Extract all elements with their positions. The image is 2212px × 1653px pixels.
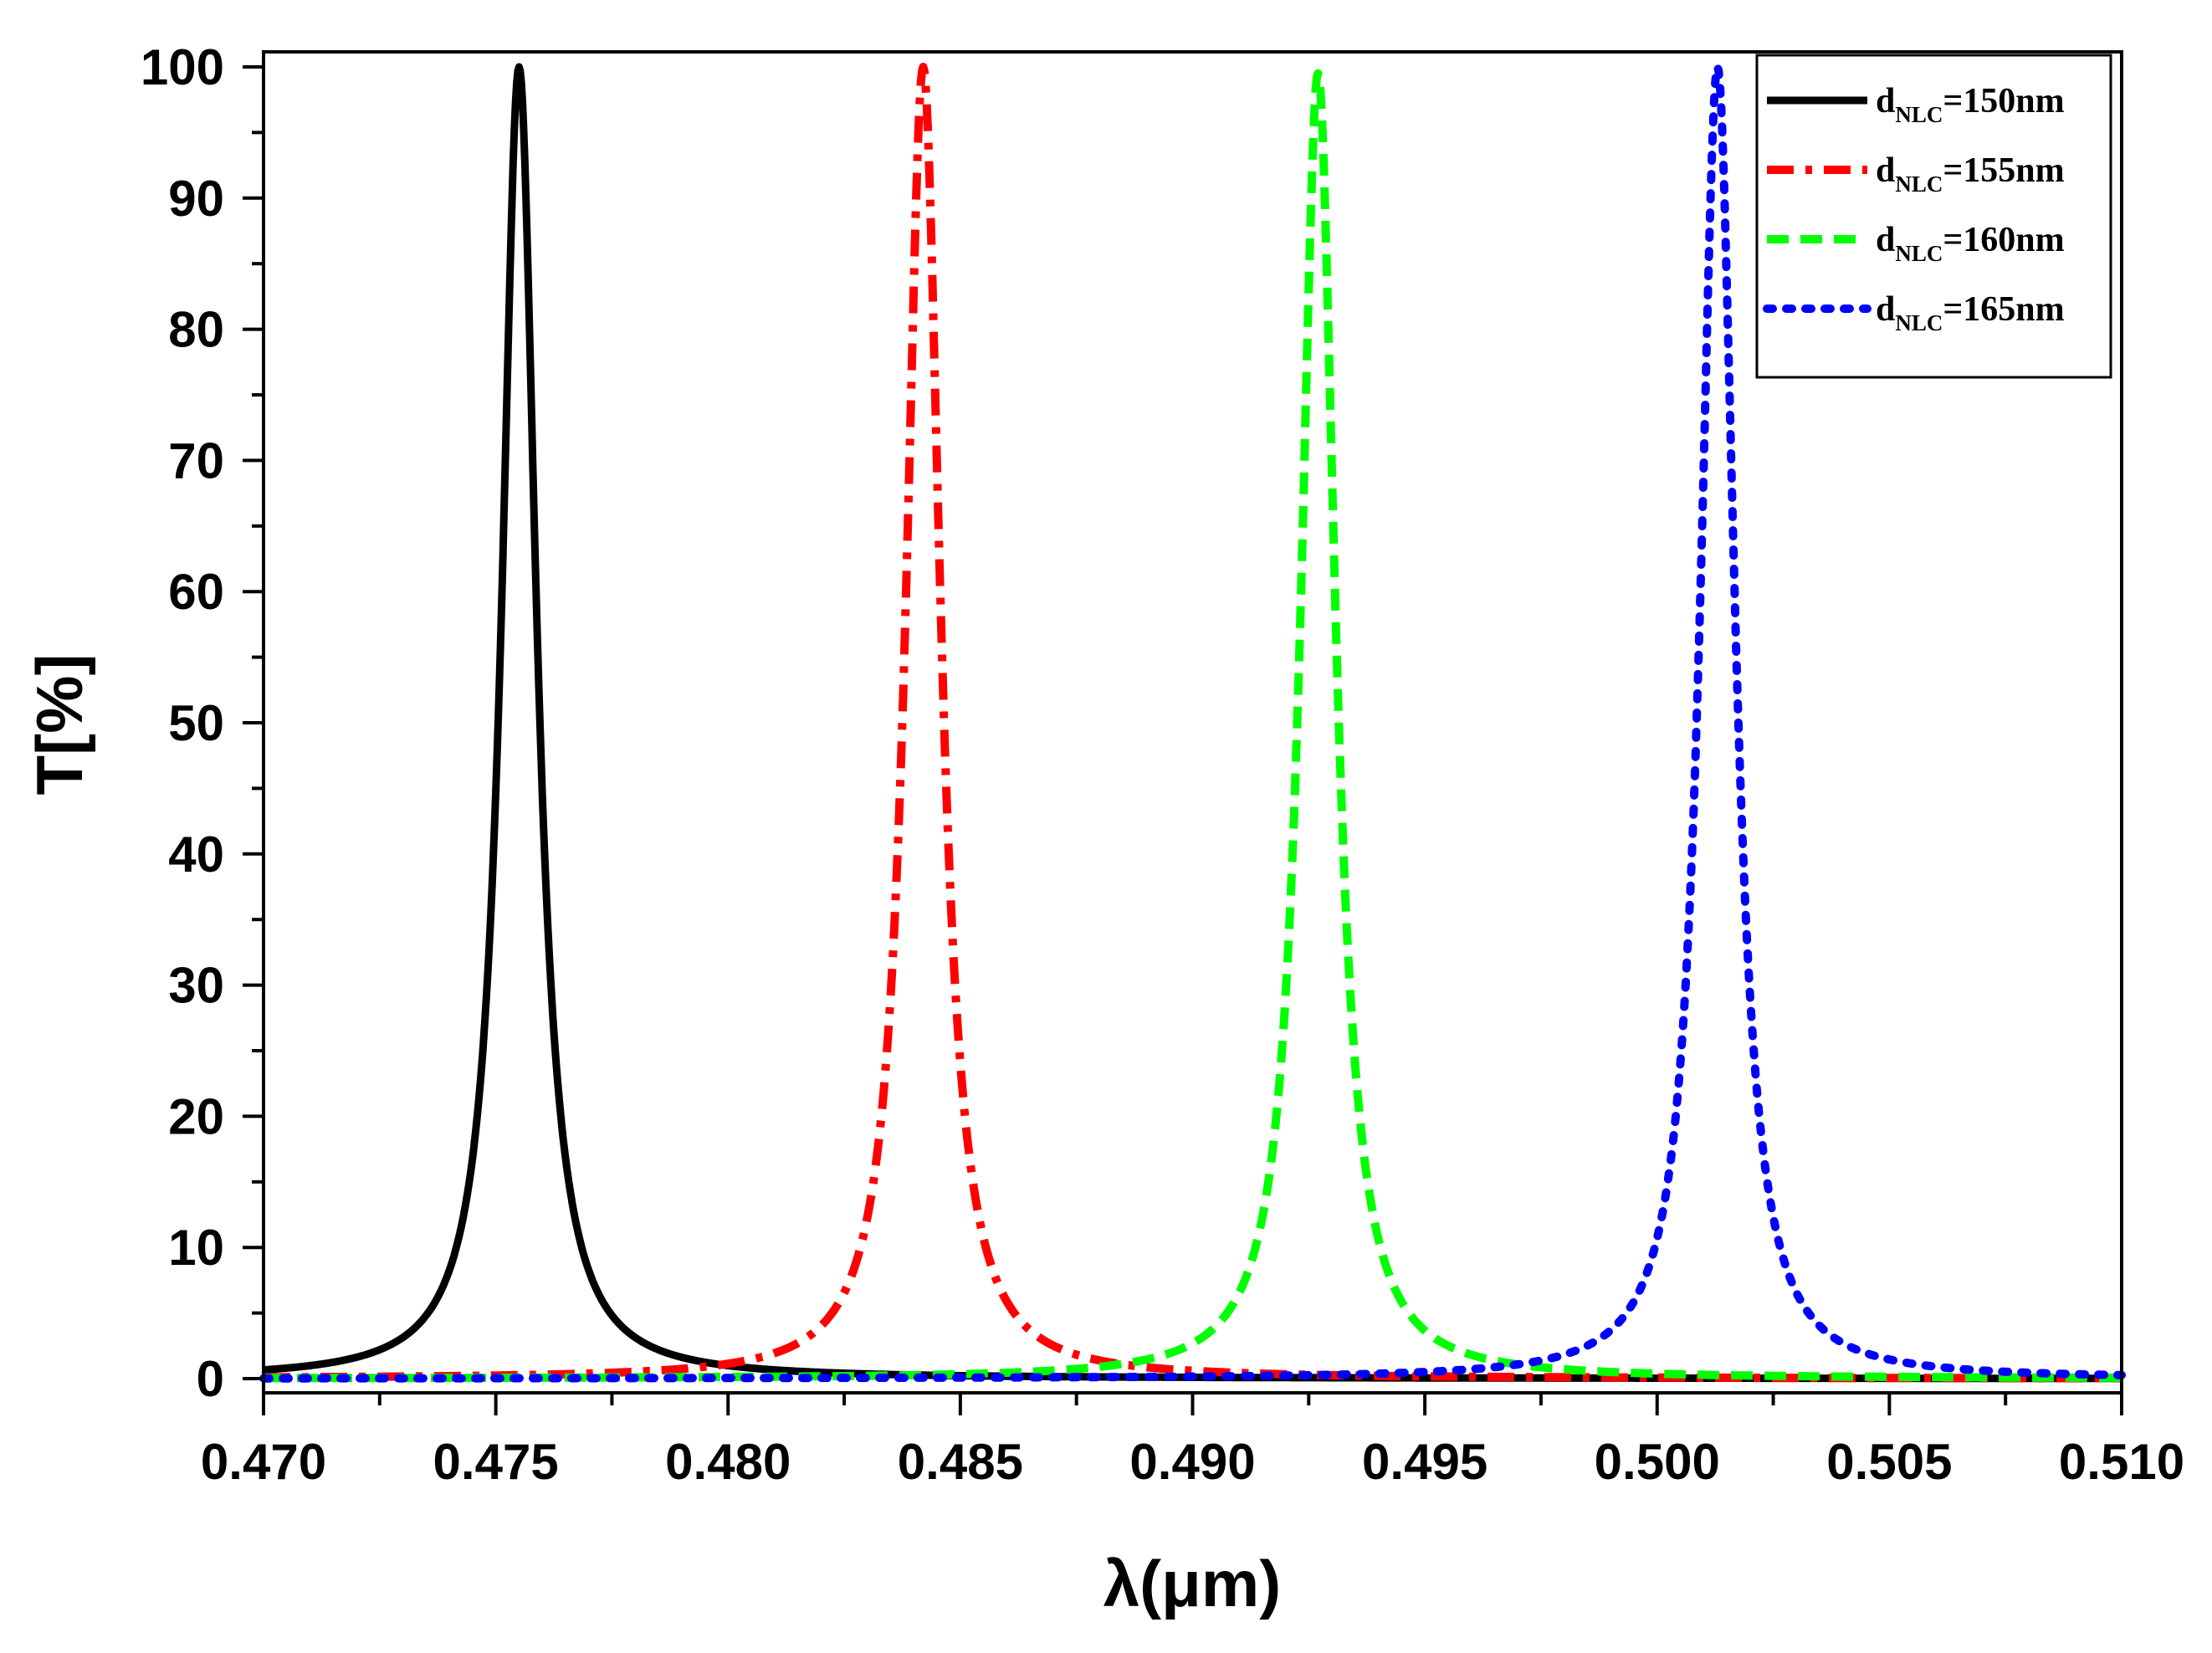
x-axis-title: λ(μm) <box>1103 1547 1281 1620</box>
x-tick-label: 0.490 <box>1129 1434 1255 1490</box>
legend-label-1: dNLC=150nm <box>1876 82 2065 127</box>
y-tick-label: 40 <box>168 826 224 883</box>
y-tick-label: 90 <box>168 171 224 227</box>
legend-label-2: dNLC=155nm <box>1876 151 2065 197</box>
x-tick-label: 0.485 <box>898 1434 1023 1490</box>
y-tick-label: 100 <box>141 39 224 95</box>
tick-layer: 0.470 0.475 0.480 0.485 0.490 0.495 0.500 0.505… <box>141 39 2184 1490</box>
legend-label-4: dNLC=165nm <box>1876 290 2065 335</box>
series-layer <box>259 63 2126 1383</box>
x-tick-label: 0.480 <box>665 1434 791 1490</box>
x-tick-label: 0.505 <box>1826 1434 1952 1490</box>
x-tick-label: 0.475 <box>433 1434 559 1490</box>
series-line-4 <box>259 63 2126 1383</box>
y-axis-title: T[%] <box>23 654 96 796</box>
x-tick-label: 0.495 <box>1362 1434 1487 1490</box>
y-tick-label: 50 <box>168 695 224 751</box>
y-tick-label: 10 <box>168 1220 224 1276</box>
legend: dNLC=150nm dNLC=155nm dNLC=160nm dNLC=165nm <box>1755 54 2112 379</box>
y-tick-label: 0 <box>197 1351 224 1407</box>
x-tick-label: 0.470 <box>201 1434 326 1490</box>
legend-label-3: dNLC=160nm <box>1876 221 2065 266</box>
y-tick-label: 30 <box>168 958 224 1014</box>
legend-box <box>1755 54 2112 379</box>
x-tick-label: 0.510 <box>2059 1434 2184 1490</box>
x-tick-label: 0.500 <box>1595 1434 1720 1490</box>
y-tick-label: 60 <box>168 564 224 620</box>
y-tick-label: 20 <box>168 1088 224 1144</box>
y-tick-label: 70 <box>168 432 224 489</box>
y-tick-label: 80 <box>168 302 224 358</box>
